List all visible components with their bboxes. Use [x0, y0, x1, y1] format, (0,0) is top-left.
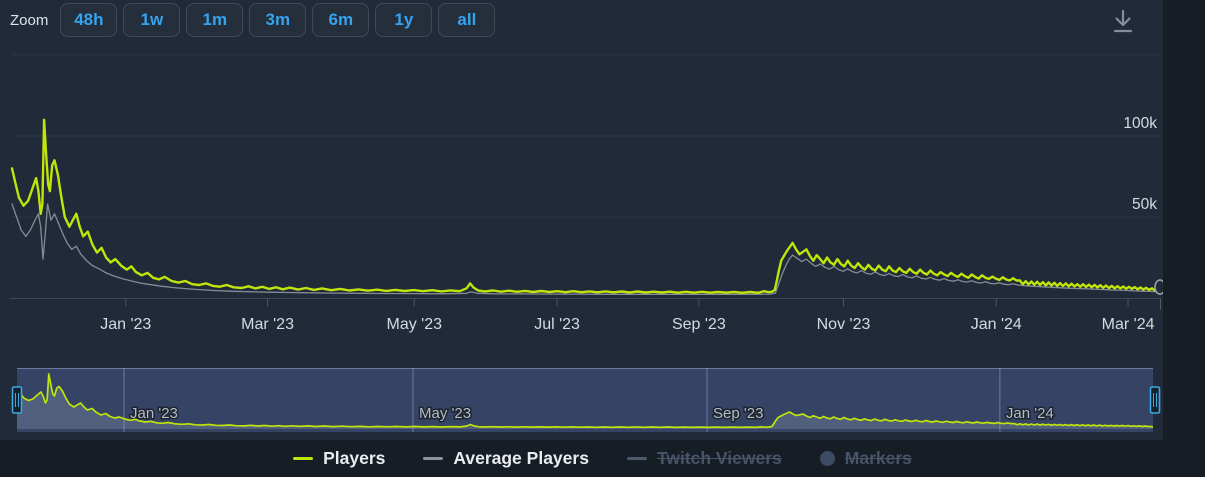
legend-item-twitch-viewers[interactable]: Twitch Viewers: [626, 448, 782, 469]
navigator-axis-label: Sep '23: [713, 405, 763, 422]
navigator-left-handle[interactable]: [11, 386, 23, 414]
zoom-range-1y[interactable]: 1y: [375, 3, 433, 37]
x-axis-label: Mar '24: [1102, 316, 1155, 333]
x-axis-label: Nov '23: [817, 316, 871, 333]
navigator[interactable]: Jan '23 May '23 Sep '23 Jan '24: [0, 366, 1163, 434]
legend-item-markers[interactable]: Markers: [819, 448, 912, 469]
navigator-right-handle-grip-box[interactable]: [1149, 386, 1161, 414]
zoom-range-48h[interactable]: 48h: [60, 3, 118, 37]
zoom-range-all[interactable]: all: [438, 3, 496, 37]
download-chart-button[interactable]: [1105, 3, 1141, 44]
navigator-selection-mask[interactable]: [17, 368, 1153, 432]
navigator-series-players: [16, 373, 1154, 429]
zoom-label: Zoom: [10, 11, 49, 29]
x-axis-label: Jul '23: [534, 316, 580, 333]
y-axis-label: 100k: [1123, 115, 1157, 132]
legend-label-twitch-viewers: Twitch Viewers: [656, 448, 782, 468]
legend-label-average-players: Average Players: [453, 448, 589, 468]
navigator-left-handle-grip-box[interactable]: [11, 386, 23, 414]
last-point-marker: [1154, 279, 1163, 295]
players-line-swatch: [293, 457, 314, 460]
chart-widget: Zoom 48h 1w 1m 3m 6m 1y all 100k 50k Jan '…: [0, 0, 1163, 440]
average-players-line-swatch: [423, 457, 444, 460]
x-axis-label: Jan '24: [971, 316, 1022, 333]
series-players: [10, 118, 1162, 294]
navigator-axis-label: Jan '23: [130, 405, 178, 422]
navigator-axis-label: Jan '24: [1006, 405, 1054, 422]
legend-item-average-players[interactable]: Average Players: [423, 448, 589, 469]
twitch-viewers-line-swatch: [626, 457, 647, 460]
range-selector-toolbar: Zoom 48h 1w 1m 3m 6m 1y all: [0, 0, 1163, 40]
y-axis-label: 50k: [1132, 196, 1157, 213]
main-chart-plot[interactable]: 100k 50k Jan '23 Mar '23 May '23 Jul '23 Sep '…: [0, 0, 1163, 345]
series-average-players: [11, 203, 1161, 296]
chart-legend: Players Average Players Twitch Viewers M…: [0, 440, 1205, 477]
navigator-right-handle[interactable]: [1149, 386, 1161, 414]
legend-label-markers: Markers: [844, 448, 912, 468]
x-axis-label: Sep '23: [672, 316, 726, 333]
zoom-range-3m[interactable]: 3m: [249, 3, 307, 37]
zoom-range-1m[interactable]: 1m: [186, 3, 244, 37]
legend-item-players[interactable]: Players: [293, 448, 385, 469]
x-axis-label: May '23: [386, 316, 442, 333]
x-axis-label: Mar '23: [241, 316, 294, 333]
zoom-range-1w[interactable]: 1w: [123, 3, 181, 37]
markers-circle-swatch: [819, 451, 835, 466]
navigator-axis-label: May '23: [419, 405, 471, 422]
navigator-area-fill: [17, 374, 1153, 429]
zoom-range-6m[interactable]: 6m: [312, 3, 370, 37]
legend-label-players: Players: [323, 448, 386, 468]
download-icon: [1113, 9, 1133, 33]
x-axis-label: Jan '23: [100, 316, 151, 333]
